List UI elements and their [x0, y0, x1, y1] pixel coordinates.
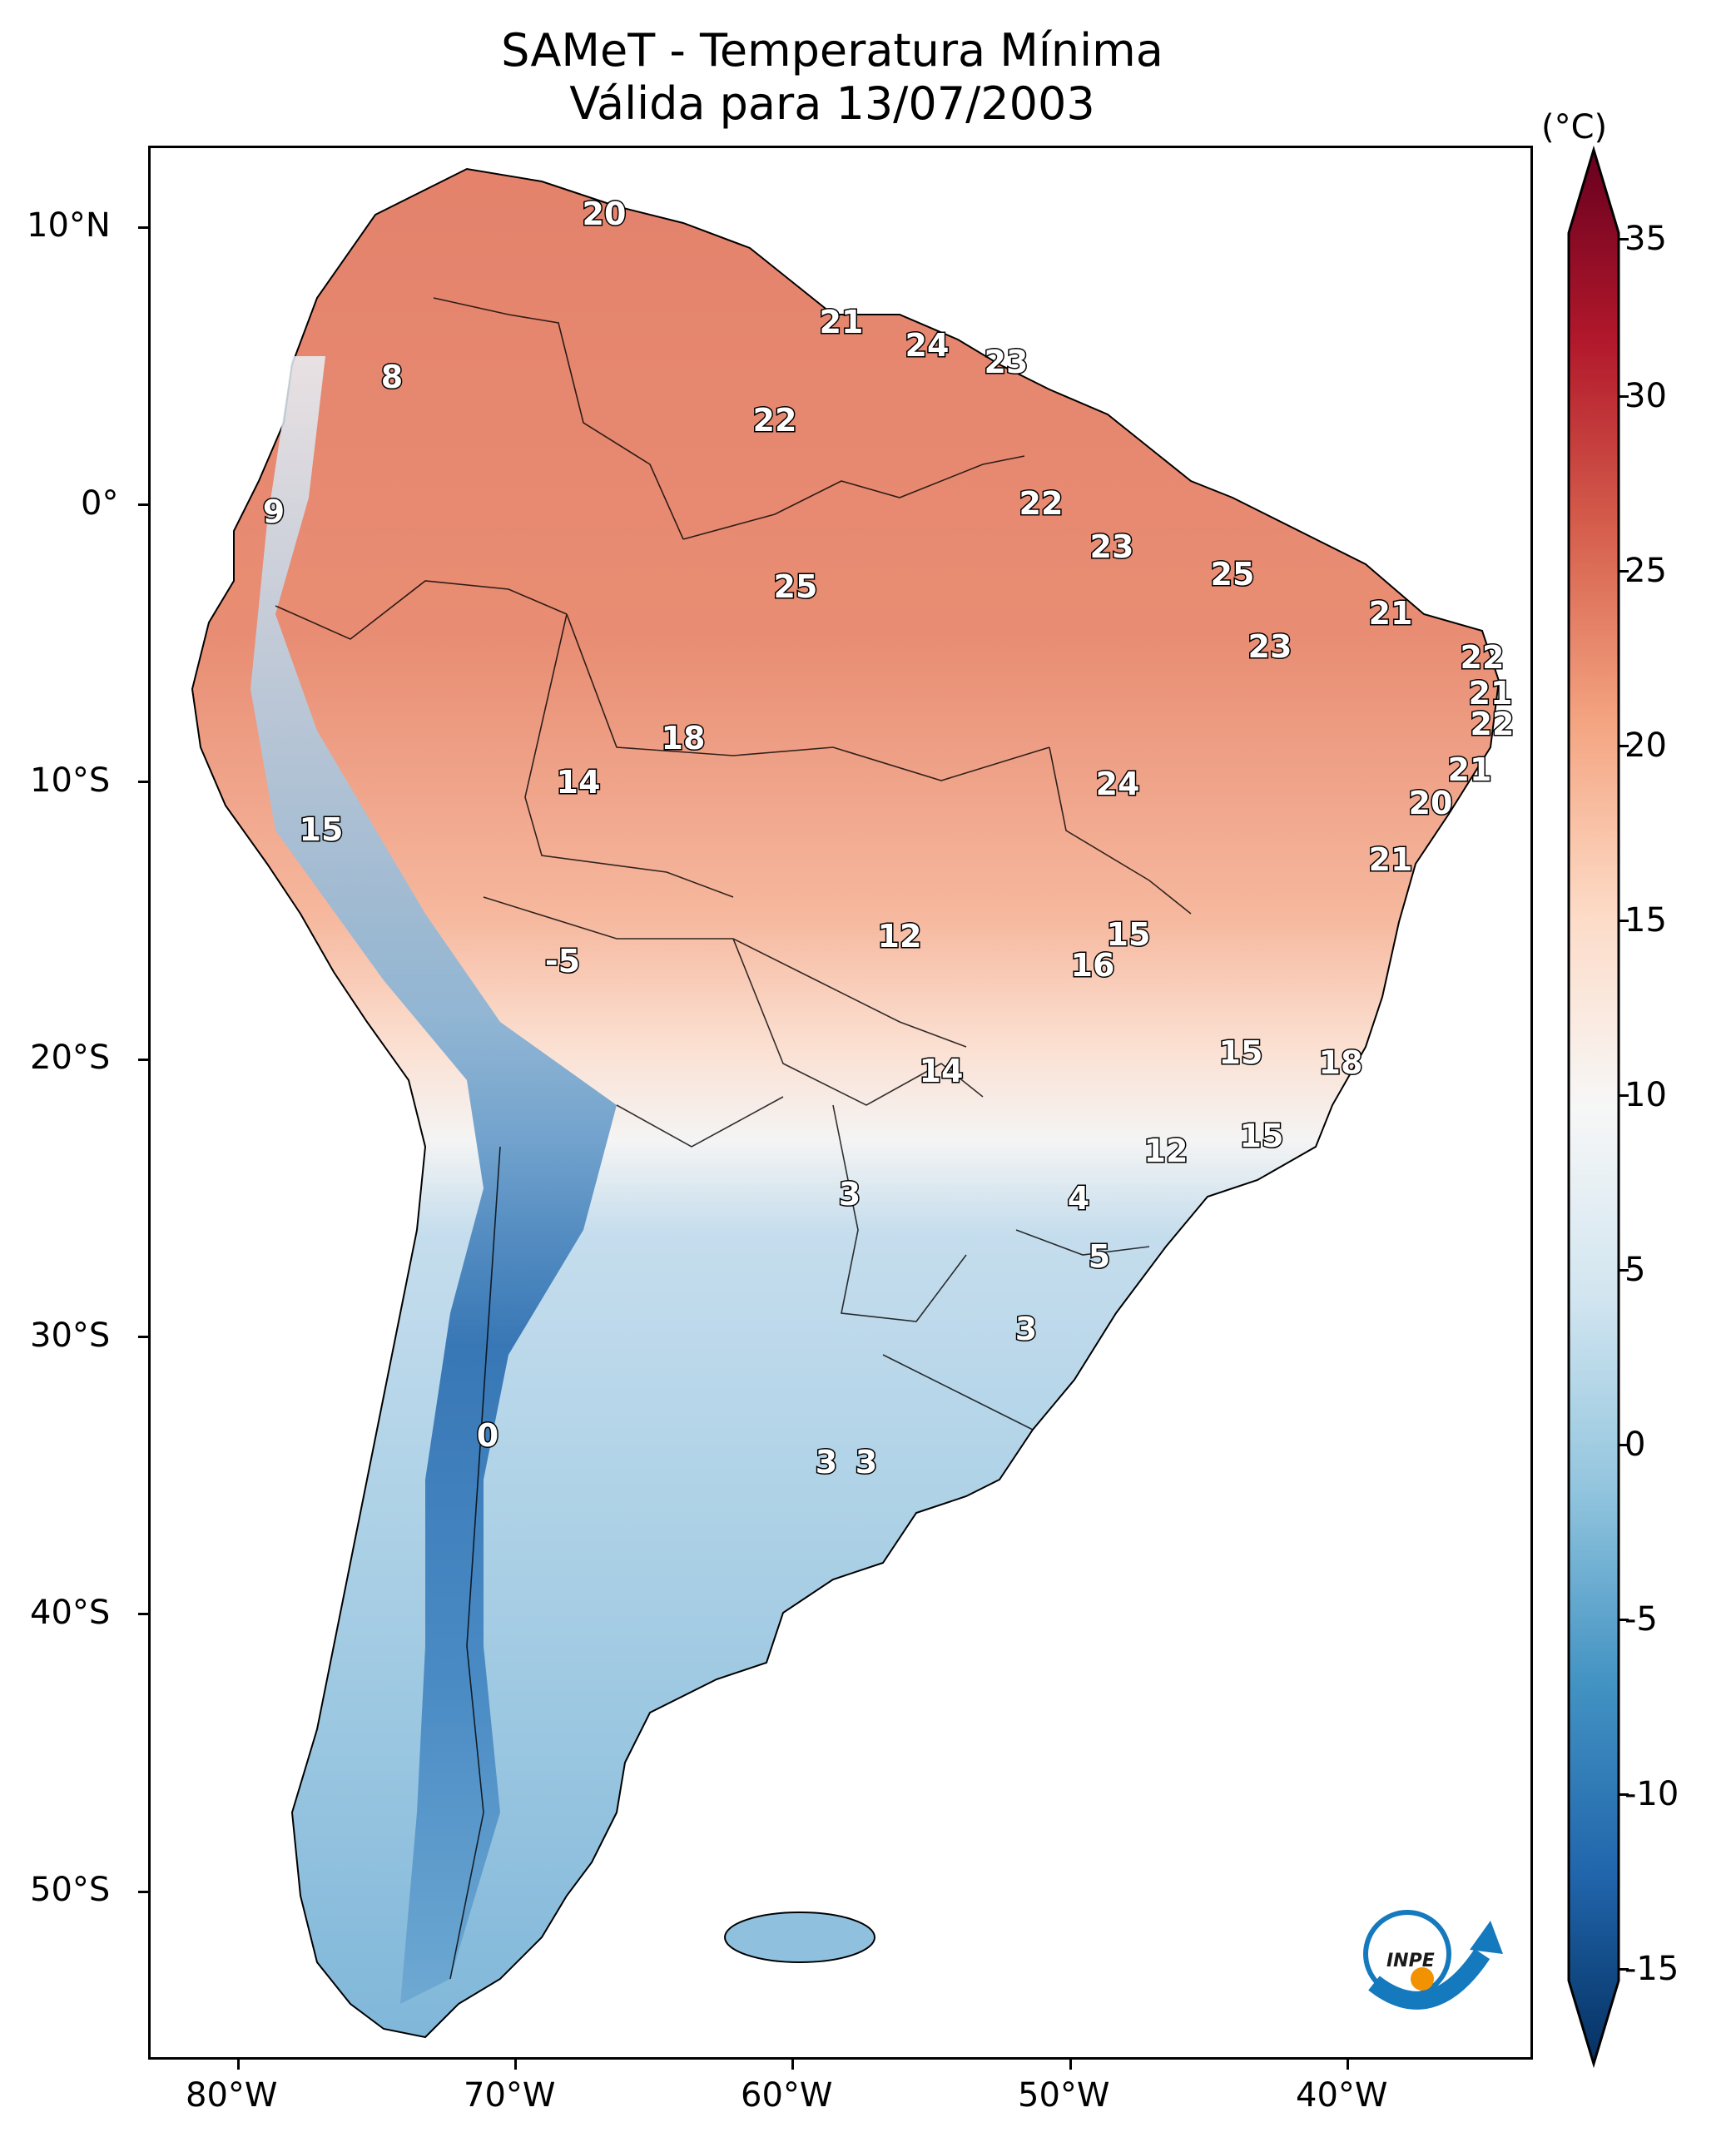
falkland-islands [724, 1912, 875, 1963]
station-label: 3 [839, 1176, 861, 1212]
colorbar-tick-mark [1619, 745, 1629, 747]
station-label: 15 [1107, 916, 1151, 953]
lat-tick-mark [138, 1891, 148, 1893]
lon-tick-mark [1347, 2060, 1349, 2070]
colorbar-tick-mark [1619, 1269, 1629, 1272]
station-label: 23 [1248, 628, 1292, 665]
station-label: 12 [1144, 1133, 1188, 1169]
lat-label: 20°S [30, 1039, 111, 1077]
lat-label: 40°S [30, 1594, 111, 1632]
station-label: -5 [545, 943, 580, 979]
lon-label: 50°W [1018, 2076, 1110, 2115]
lat-tick-mark [138, 503, 148, 506]
station-label: 12 [878, 918, 922, 955]
station-label: 15 [1219, 1034, 1263, 1071]
station-label: 14 [920, 1053, 964, 1089]
station-label: 21 [1448, 751, 1492, 788]
colorbar-tick-mark [1619, 1793, 1629, 1796]
south-america-landmass [191, 167, 1500, 2039]
inpe-logo: INPE [1363, 1910, 1503, 2010]
lat-tick-mark [138, 1059, 148, 1061]
station-label: 18 [662, 720, 706, 756]
colorbar-tick-label: 15 [1624, 901, 1667, 940]
temperature-map: 20 21 24 23 8 22 9 22 23 25 25 21 23 22 … [191, 167, 1515, 2039]
map-panel: 20 21 24 23 8 22 9 22 23 25 25 21 23 22 … [148, 146, 1533, 2060]
colorbar-tick-mark [1619, 1444, 1629, 1446]
lon-label: 80°W [186, 2076, 278, 2115]
station-labels: 20 21 24 23 8 22 9 22 23 25 25 21 23 22 … [261, 195, 1515, 1482]
station-label: 16 [1071, 947, 1115, 984]
lat-label: 50°S [30, 1871, 111, 1909]
station-label: 23 [1090, 528, 1134, 565]
country-borders [275, 297, 1192, 1980]
station-label: 18 [1319, 1044, 1363, 1081]
station-label: 15 [1240, 1118, 1284, 1154]
colorbar-tick-label: 5 [1624, 1251, 1646, 1289]
lat-label: 10°N [27, 206, 111, 245]
station-label: 8 [381, 359, 403, 395]
colorbar-tick-mark [1619, 1968, 1629, 1971]
map-title-line2: Válida para 13/07/2003 [569, 77, 1095, 130]
lon-tick-mark [791, 2060, 794, 2070]
colorbar-tick-label: 25 [1624, 552, 1667, 590]
station-label: 22 [753, 402, 797, 439]
station-label: 25 [1211, 556, 1255, 593]
inpe-logo-text: INPE [1386, 1951, 1435, 1971]
colorbar-tick-mark [1619, 1094, 1629, 1097]
lat-tick-mark [138, 1613, 148, 1615]
lat-label: 0° [81, 484, 119, 523]
station-label: 0 [477, 1417, 498, 1454]
station-label: 9 [263, 493, 285, 530]
station-label: 3 [1015, 1311, 1037, 1347]
station-label: 3 [816, 1444, 837, 1480]
station-label: 3 [856, 1444, 877, 1480]
station-label: 21 [1469, 675, 1513, 712]
station-label: 24 [1096, 766, 1140, 802]
colorbar-tick-label: -10 [1624, 1775, 1679, 1813]
colorbar-tick-label: 30 [1624, 377, 1667, 415]
station-label: 24 [905, 327, 950, 364]
station-label: 15 [300, 811, 344, 848]
colorbar [1567, 146, 1620, 2068]
colorbar-tick-mark [1619, 238, 1629, 240]
colorbar-body [1567, 146, 1620, 2068]
andes-cold-band [250, 356, 617, 2004]
colorbar-tick-mark [1619, 920, 1629, 922]
lat-label: 10°S [30, 761, 111, 800]
station-label: 23 [985, 344, 1029, 380]
station-label: 22 [1019, 485, 1064, 522]
colorbar-tick-mark [1619, 395, 1629, 398]
station-label: 20 [583, 196, 627, 232]
lon-label: 70°W [464, 2076, 556, 2115]
station-label: 5 [1089, 1238, 1110, 1275]
colorbar-tick-label: 10 [1624, 1076, 1667, 1114]
colorbar-tick-label: 35 [1624, 220, 1667, 258]
colorbar-tick-label: 20 [1624, 726, 1667, 765]
station-label: 22 [1471, 706, 1515, 742]
lat-tick-mark [138, 226, 148, 229]
colorbar-tick-mark [1619, 570, 1629, 573]
station-label: 20 [1409, 785, 1453, 821]
station-label: 25 [774, 568, 818, 605]
lat-tick-mark [138, 1336, 148, 1338]
colorbar-tick-label: -5 [1624, 1600, 1658, 1639]
lat-tick-mark [138, 781, 148, 783]
station-label: 21 [1369, 595, 1413, 632]
station-label: 21 [820, 304, 864, 340]
colorbar-tick-label: 0 [1624, 1426, 1646, 1464]
station-label: 22 [1461, 639, 1505, 676]
lon-tick-mark [237, 2060, 240, 2070]
lat-label: 30°S [30, 1316, 111, 1355]
lon-label: 40°W [1296, 2076, 1388, 2115]
colorbar-unit-label: (°C) [1541, 108, 1608, 146]
colorbar-tick-label: -15 [1624, 1950, 1679, 1988]
station-label: 21 [1369, 841, 1413, 878]
lon-tick-mark [1069, 2060, 1072, 2070]
station-label: 4 [1068, 1180, 1089, 1217]
station-label: 14 [557, 764, 601, 801]
lon-tick-mark [514, 2060, 517, 2070]
colorbar-tick-mark [1619, 1619, 1629, 1621]
lon-label: 60°W [741, 2076, 833, 2115]
map-title-line1: SAMeT - Temperatura Mínima [501, 24, 1163, 77]
